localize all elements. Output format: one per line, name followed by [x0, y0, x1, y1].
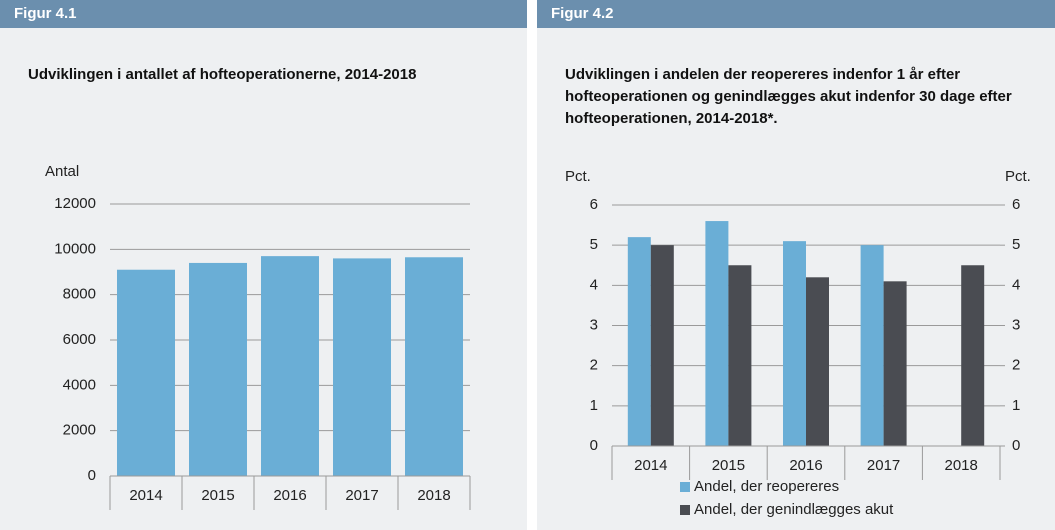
x-tick-label: 2016: [789, 457, 822, 474]
y-axis-label: Antal: [45, 163, 79, 180]
y-tick-label: 0: [590, 437, 598, 454]
bar: [961, 265, 985, 446]
y-tick-label: 2: [590, 357, 598, 374]
panel: Figur 4.2 Udviklingen i andelen der reop…: [537, 0, 1055, 530]
x-tick-label: 2018: [417, 487, 450, 504]
bar: [333, 258, 391, 476]
y-tick-label: 6000: [63, 331, 96, 348]
y2-tick-label: 0: [1012, 437, 1020, 454]
y2-tick-label: 2: [1012, 357, 1020, 374]
y-tick-label: 8000: [63, 286, 96, 303]
bar: [650, 245, 674, 446]
y-axis-label: Pct.: [565, 168, 591, 185]
y-tick-label: 2000: [63, 422, 96, 439]
chart-title: Udviklingen i andelen der reopereres ind…: [565, 66, 1012, 127]
bar: [405, 257, 463, 476]
x-tick-label: 2017: [867, 457, 900, 474]
x-tick-label: 2014: [129, 487, 162, 504]
x-tick-label: 2016: [273, 487, 306, 504]
legend-swatch: [680, 482, 690, 492]
chart: Pct. Pct. 0 1 2 3 4 5 6 0 1 2 3 4 5 6 2014 2015 2016 2017 20…: [565, 168, 1031, 518]
bar: [806, 277, 829, 446]
bar: [783, 241, 806, 446]
y2-tick-label: 6: [1012, 196, 1020, 213]
chart: Antal 0 2000 4000 6000 8000 10000 12000 2014 2015…: [45, 163, 471, 510]
y-tick-label: 5: [590, 236, 598, 253]
y2-tick-label: 4: [1012, 276, 1020, 293]
panel: Figur 4.1 Udviklingen i antallet af hoft…: [0, 0, 527, 530]
x-tick-label: 2015: [201, 487, 234, 504]
y2-tick-label: 1: [1012, 397, 1020, 414]
legend-label: Andel, der reopereres: [694, 478, 839, 495]
legend-swatch: [680, 505, 690, 515]
bar: [883, 281, 907, 446]
figure-label: Figur 4.2: [537, 0, 1055, 28]
bar: [189, 262, 247, 476]
x-tick-label: 2018: [945, 457, 978, 474]
y-tick-label: 4000: [63, 376, 96, 393]
y-tick-label: 6: [590, 196, 598, 213]
x-tick-label: 2015: [712, 457, 745, 474]
bar: [860, 245, 884, 446]
y2-tick-label: 5: [1012, 236, 1020, 253]
y-tick-label: 4: [590, 276, 598, 293]
y-tick-label: 1: [590, 397, 598, 414]
bar: [117, 269, 175, 476]
y-tick-label: 12000: [54, 195, 96, 212]
bar: [728, 265, 752, 446]
bar: [627, 237, 651, 446]
y2-axis-label: Pct.: [1005, 168, 1031, 185]
y-tick-label: 0: [88, 467, 96, 484]
y2-tick-label: 3: [1012, 316, 1020, 333]
bar: [705, 221, 729, 446]
x-tick-label: 2014: [634, 457, 667, 474]
legend-label: Andel, der genindlægges akut: [694, 501, 894, 518]
bar: [261, 256, 319, 476]
y-tick-label: 3: [590, 316, 598, 333]
y-tick-label: 10000: [54, 240, 96, 257]
figure-label: Figur 4.1: [0, 0, 527, 28]
x-tick-label: 2017: [345, 487, 378, 504]
chart-title: Udviklingen i antallet af hofteoperation…: [28, 66, 417, 83]
